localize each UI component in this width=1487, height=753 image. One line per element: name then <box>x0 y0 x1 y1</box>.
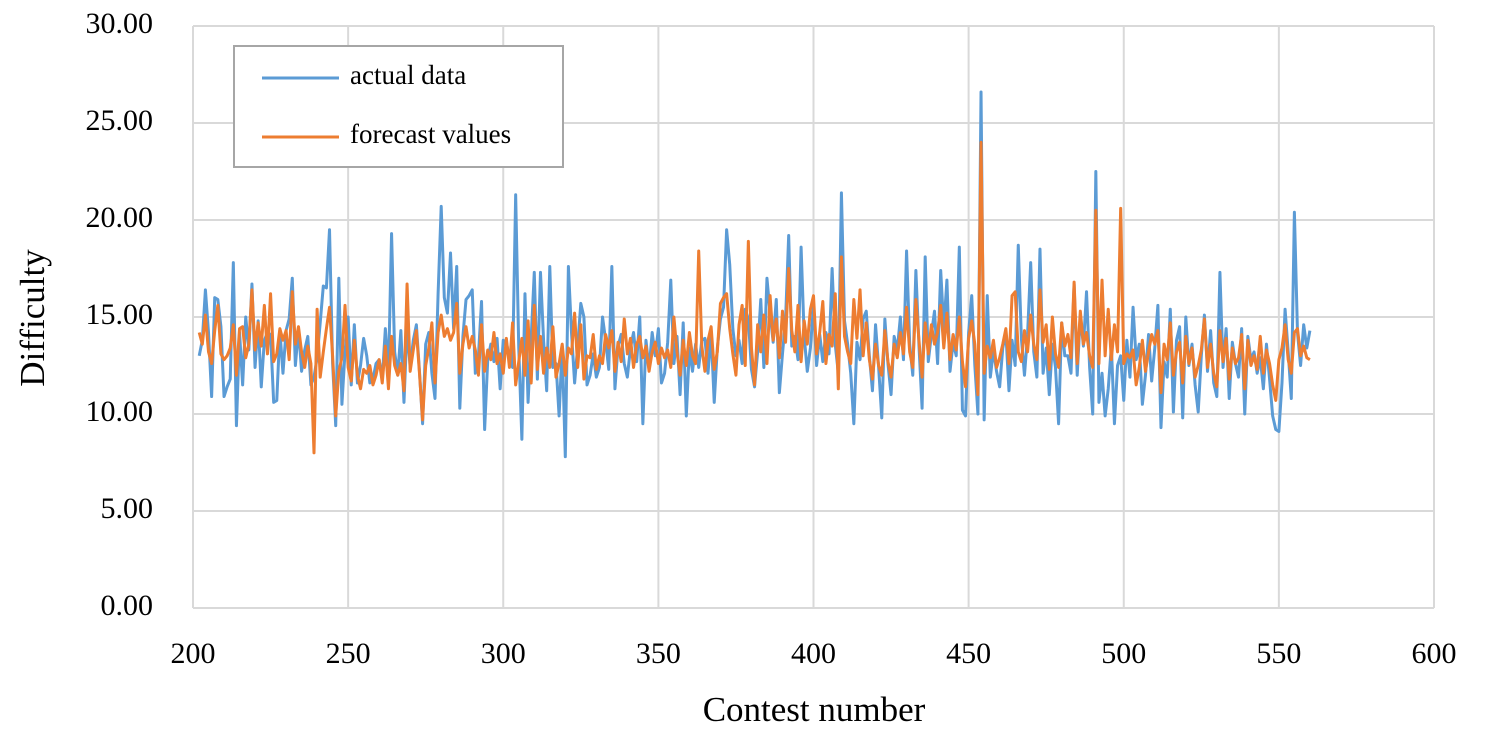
x-tick-label: 450 <box>946 637 991 670</box>
y-tick-label: 5.00 <box>101 492 154 525</box>
legend-label: actual data <box>350 60 466 90</box>
x-axis-title: Contest number <box>703 690 926 729</box>
x-tick-label: 400 <box>791 637 836 670</box>
x-tick-label: 500 <box>1101 637 1146 670</box>
x-tick-label: 550 <box>1256 637 1301 670</box>
y-tick-label: 30.00 <box>86 7 154 40</box>
y-tick-label: 25.00 <box>86 104 154 137</box>
x-tick-label: 200 <box>171 637 216 670</box>
y-tick-label: 10.00 <box>86 395 154 428</box>
x-tick-label: 350 <box>636 637 681 670</box>
legend-label: forecast values <box>350 119 511 149</box>
y-tick-label: 15.00 <box>86 298 154 331</box>
data-line <box>197 140 1311 455</box>
x-tick-label: 250 <box>326 637 371 670</box>
x-tick-label: 600 <box>1412 637 1457 670</box>
y-axis-title: Difficulty <box>13 249 52 387</box>
legend-box <box>233 45 564 168</box>
y-tick-label: 0.00 <box>101 589 154 622</box>
y-tick-label: 20.00 <box>86 201 154 234</box>
x-tick-label: 300 <box>481 637 526 670</box>
legend: actual data forecast values <box>233 45 564 168</box>
